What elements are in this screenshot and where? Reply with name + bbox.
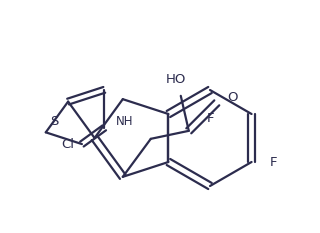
- Text: F: F: [269, 155, 277, 168]
- Text: Cl: Cl: [61, 137, 74, 151]
- Text: S: S: [50, 115, 58, 128]
- Text: HO: HO: [165, 73, 186, 86]
- Text: F: F: [206, 112, 214, 125]
- Text: O: O: [227, 91, 237, 104]
- Text: NH: NH: [116, 115, 133, 128]
